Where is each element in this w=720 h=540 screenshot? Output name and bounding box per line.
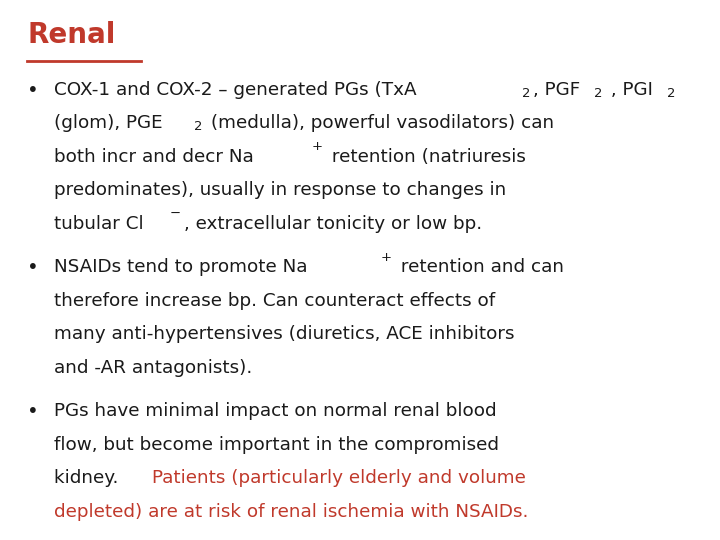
Text: therefore increase bp. Can counteract effects of: therefore increase bp. Can counteract ef…: [54, 292, 495, 310]
Text: both incr and decr Na: both incr and decr Na: [54, 148, 253, 166]
Text: +: +: [381, 251, 392, 264]
Text: and -AR antagonists).: and -AR antagonists).: [54, 359, 252, 377]
Text: , PGI: , PGI: [605, 81, 653, 99]
Text: •: •: [27, 258, 39, 277]
Text: 2: 2: [522, 87, 531, 100]
Text: many anti-hypertensives (diuretics, ACE inhibitors: many anti-hypertensives (diuretics, ACE …: [54, 325, 515, 343]
Text: , extracellular tonicity or low bp.: , extracellular tonicity or low bp.: [184, 215, 482, 233]
Text: retention and can: retention and can: [395, 258, 564, 276]
Text: depleted) are at risk of renal ischemia with NSAIDs.: depleted) are at risk of renal ischemia …: [54, 503, 528, 521]
Text: COX-1 and COX-2 – generated PGs (TxA: COX-1 and COX-2 – generated PGs (TxA: [54, 81, 417, 99]
Text: Patients (particularly elderly and volume: Patients (particularly elderly and volum…: [152, 469, 526, 487]
Text: Renal: Renal: [27, 21, 116, 49]
Text: 2: 2: [194, 120, 202, 133]
Text: retention (natriuresis: retention (natriuresis: [326, 148, 526, 166]
Text: PGs have minimal impact on normal renal blood: PGs have minimal impact on normal renal …: [54, 402, 497, 420]
Text: •: •: [27, 402, 39, 421]
Text: (glom), PGE: (glom), PGE: [54, 114, 163, 132]
Text: −: −: [170, 207, 181, 220]
Text: •: •: [27, 81, 39, 100]
Text: (medulla), powerful vasodilators) can: (medulla), powerful vasodilators) can: [205, 114, 554, 132]
Text: predominates), usually in response to changes in: predominates), usually in response to ch…: [54, 181, 506, 199]
Text: NSAIDs tend to promote Na: NSAIDs tend to promote Na: [54, 258, 307, 276]
Text: kidney.: kidney.: [54, 469, 130, 487]
Text: tubular Cl: tubular Cl: [54, 215, 143, 233]
Text: flow, but become important in the compromised: flow, but become important in the compro…: [54, 436, 499, 454]
Text: +: +: [312, 140, 323, 153]
Text: , PGF: , PGF: [533, 81, 580, 99]
Text: 2: 2: [594, 87, 603, 100]
Text: 2: 2: [667, 87, 675, 100]
